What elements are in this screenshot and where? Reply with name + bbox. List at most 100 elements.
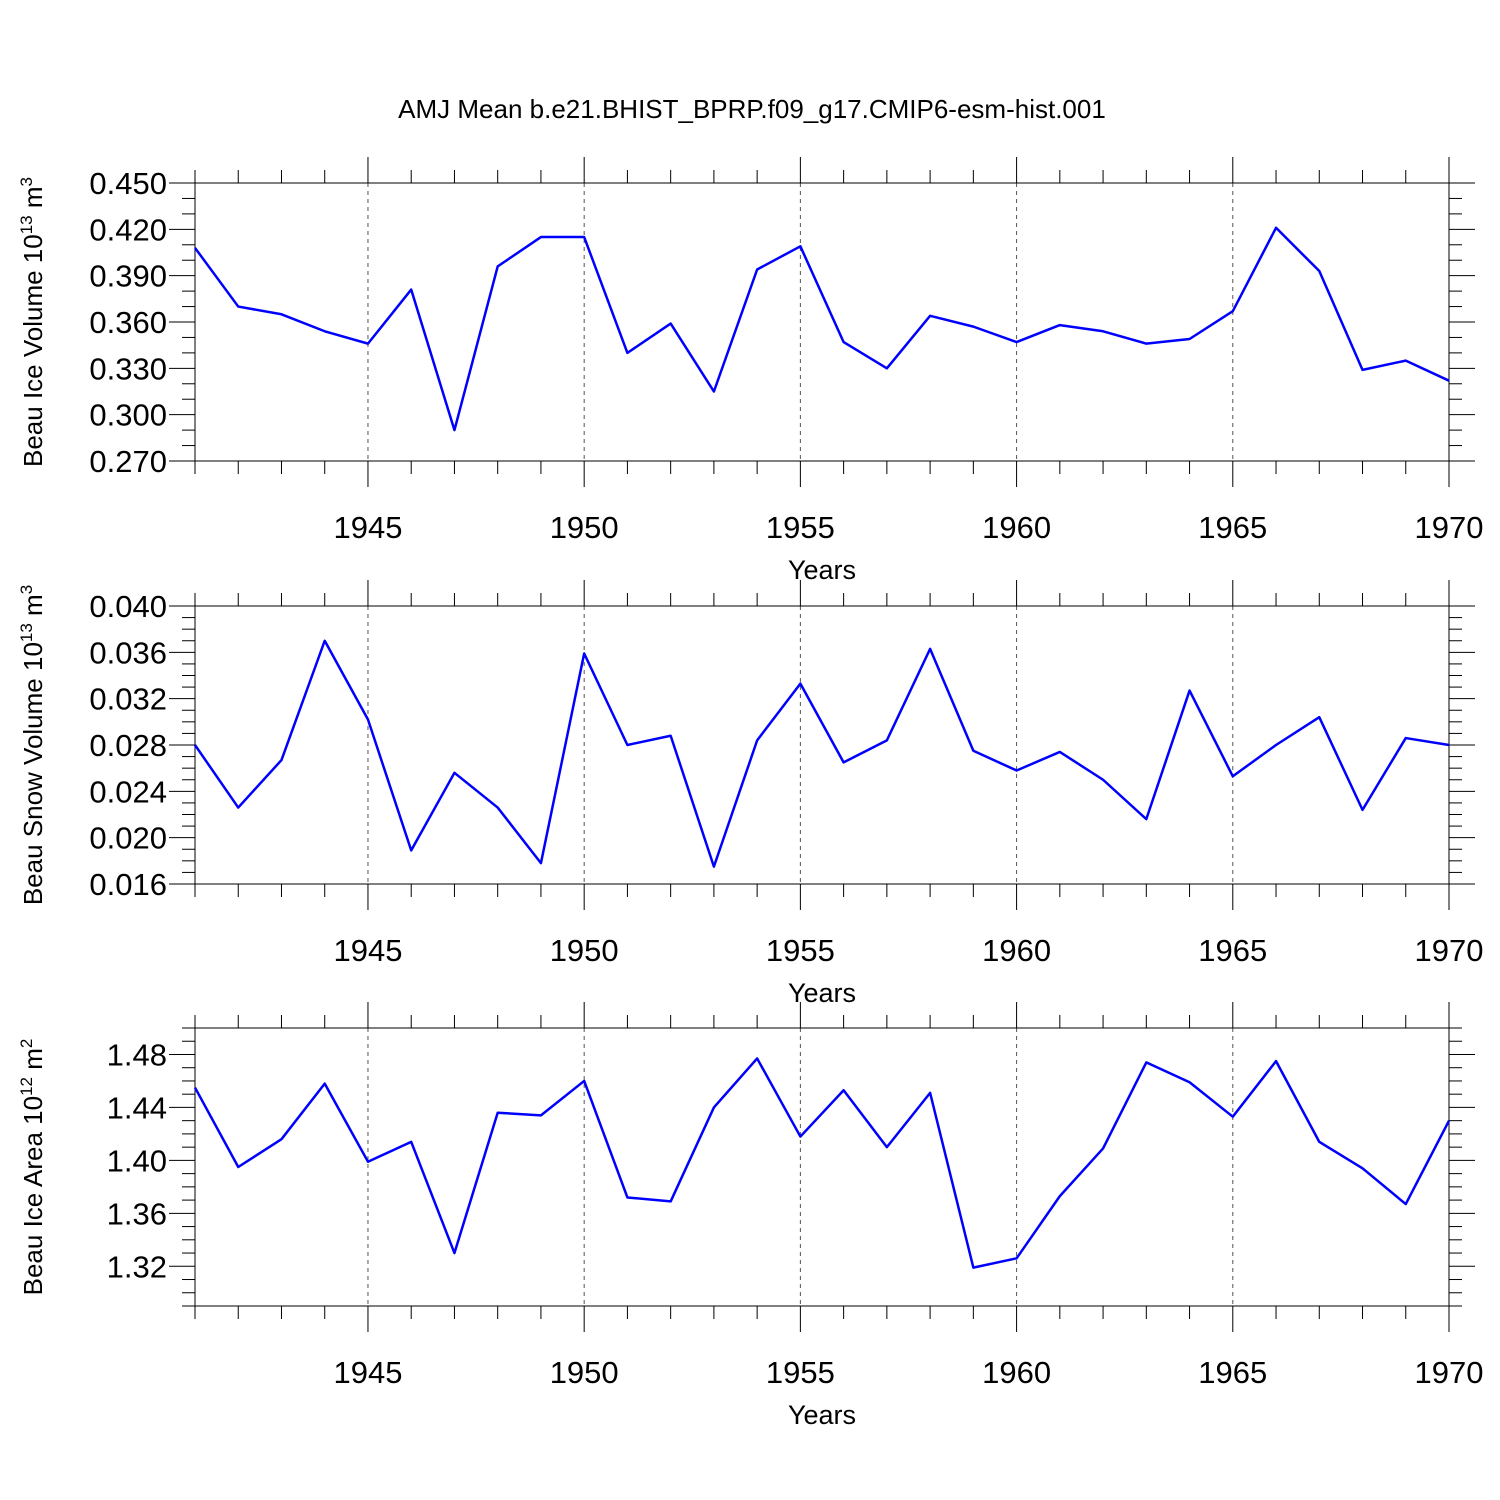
plot-frame [194,182,1450,462]
data-point [971,749,975,753]
y-tick-label: 0.330 [89,351,167,386]
data-point [1101,778,1105,782]
y-tick-label: 0.420 [89,212,167,247]
data-point [1144,817,1148,821]
data-point [1447,743,1451,747]
data-point [755,1056,759,1060]
data-point [1404,736,1408,740]
y-axis-label: Beau Ice Area 1012 m2 [17,1039,48,1296]
data-point [1231,774,1235,778]
y-tick-label: 1.40 [107,1143,167,1178]
data-point [885,738,889,742]
data-point [798,682,802,686]
data-point [539,235,543,239]
x-tick-label: 1960 [982,510,1051,545]
y-tick-label: 0.032 [89,682,167,717]
data-point [496,264,500,268]
data-point [496,806,500,810]
data-point [1144,1060,1148,1064]
data-point [452,428,456,432]
y-tick-label: 0.028 [89,728,167,763]
data-point [279,312,283,316]
x-tick-label: 1950 [550,1355,619,1390]
data-point [582,1079,586,1083]
data-point [1231,1115,1235,1119]
data-point [798,1135,802,1139]
data-point [842,760,846,764]
data-point [582,651,586,655]
data-point [1447,1119,1451,1123]
x-axis-label: Years [788,555,856,585]
data-point [842,1088,846,1092]
data-point [1144,342,1148,346]
data-point [193,1086,197,1090]
data-point [1188,1080,1192,1084]
data-point [409,288,413,292]
data-point [409,848,413,852]
panel-2: 0.016 0.020 0.024 0.028 0.032 0.036 0.040 1945 1… [17,580,1483,1008]
data-point [366,342,370,346]
data-point [928,314,932,318]
data-point [928,647,932,651]
data-point [1058,323,1062,327]
data-point [452,771,456,775]
data-point [1231,309,1235,313]
y-tick-label: 1.44 [107,1090,167,1125]
data-point [885,1145,889,1149]
data-point [885,366,889,370]
data-point [539,1113,543,1117]
data-point [279,1137,283,1141]
x-tick-label: 1950 [550,510,619,545]
data-point [669,734,673,738]
data-point [971,325,975,329]
series-line [193,226,1450,432]
x-tick-label: 1970 [1415,933,1484,968]
data-point [798,244,802,248]
data-point [279,758,283,762]
y-tick-label: 1.48 [107,1037,167,1072]
data-point [625,743,629,747]
plot-frame [194,1027,1450,1307]
data-point [539,861,543,865]
x-tick-label: 1955 [766,933,835,968]
y-tick-label: 0.020 [89,821,167,856]
data-point [193,246,197,250]
y-axis-label: Beau Ice Volume 1013 m3 [17,177,48,467]
panel-3: 1.32 1.36 1.40 1.44 1.48 1945 1950 1955 1960 1965… [17,1002,1483,1430]
data-point [1404,359,1408,363]
x-tick-label: 1945 [333,933,402,968]
data-point [755,738,759,742]
data-point [1015,768,1019,772]
series-line [193,1057,1451,1269]
data-point [1361,1166,1365,1170]
y-tick-label: 0.390 [89,259,167,294]
data-point [1058,1194,1062,1198]
x-tick-label: 1955 [766,510,835,545]
y-tick-label: 0.016 [89,867,167,902]
x-tick-label: 1945 [333,510,402,545]
x-tick-label: 1950 [550,933,619,968]
data-point [1015,340,1019,344]
data-point [1015,1256,1019,1260]
data-point [625,351,629,355]
data-point [1447,379,1451,383]
chart-title: AMJ Mean b.e21.BHIST_BPRP.f09_g17.CMIP6-… [398,94,1106,124]
data-point [712,1105,716,1109]
y-tick-label: 0.024 [89,774,167,809]
data-point [712,865,716,869]
y-tick-label: 0.300 [89,398,167,433]
y-tick-label: 1.36 [107,1196,167,1231]
x-tick-label: 1960 [982,1355,1051,1390]
data-point [1188,337,1192,341]
data-point [452,1251,456,1255]
data-point [496,1111,500,1115]
x-tick-label: 1965 [1198,510,1267,545]
y-tick-label: 0.040 [89,589,167,624]
data-point [236,305,240,309]
data-point [1361,808,1365,812]
data-point [1274,1059,1278,1063]
data-point [323,1082,327,1086]
y-axis-label: Beau Snow Volume 1013 m3 [17,585,48,905]
data-point [712,390,716,394]
